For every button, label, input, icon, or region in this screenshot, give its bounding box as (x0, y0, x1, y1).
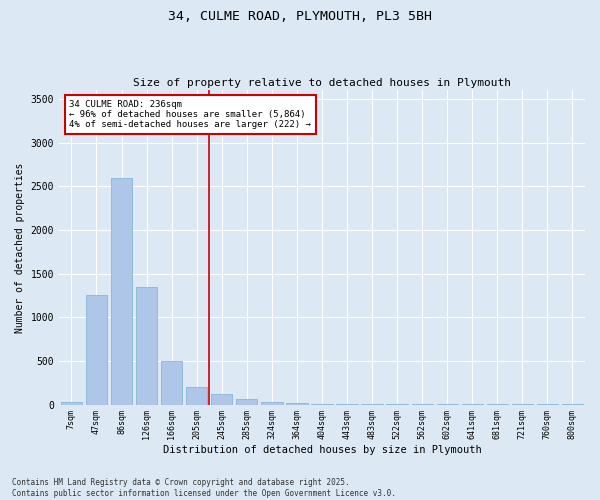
Bar (61, 402, 82, 404)
Y-axis label: Number of detached properties: Number of detached properties (15, 162, 25, 332)
Bar (286, 403, 308, 404)
Bar (261, 402, 283, 404)
Bar (211, 394, 232, 404)
Text: Contains HM Land Registry data © Crown copyright and database right 2025.
Contai: Contains HM Land Registry data © Crown c… (12, 478, 396, 498)
Text: 34, CULME ROAD, PLYMOUTH, PL3 5BH: 34, CULME ROAD, PLYMOUTH, PL3 5BH (168, 10, 432, 23)
Bar (236, 399, 257, 404)
Text: 34 CULME ROAD: 236sqm
← 96% of detached houses are smaller (5,864)
4% of semi-de: 34 CULME ROAD: 236sqm ← 96% of detached … (70, 100, 311, 130)
Bar (186, 387, 208, 404)
Bar (161, 361, 182, 405)
X-axis label: Distribution of detached houses by size in Plymouth: Distribution of detached houses by size … (163, 445, 481, 455)
Bar (136, 286, 157, 405)
Bar (111, 178, 132, 404)
Title: Size of property relative to detached houses in Plymouth: Size of property relative to detached ho… (133, 78, 511, 88)
Bar (86, 296, 107, 405)
